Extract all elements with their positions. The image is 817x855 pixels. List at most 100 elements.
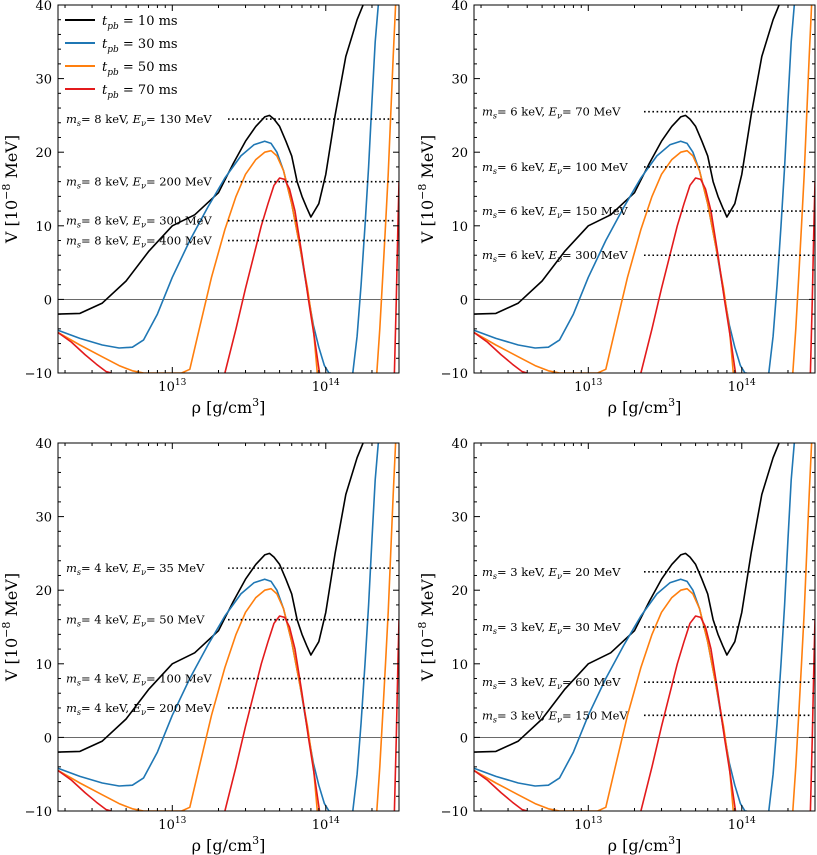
y-tick-label: 40	[35, 0, 52, 14]
series-line-t30	[474, 578, 747, 811]
series-line-t10	[58, 5, 364, 315]
series-line-t70b	[224, 177, 321, 373]
energy-annotation: ms= 4 keV, Eν= 200 MeV	[66, 701, 212, 717]
plot-frame	[473, 442, 816, 812]
y-tick-label: −10	[441, 805, 468, 820]
energy-annotation: ms= 6 keV, Eν= 150 MeV	[482, 204, 628, 220]
energy-annotation: ms= 6 keV, Eν= 70 MeV	[482, 105, 621, 121]
energy-annotation: ms= 6 keV, Eν= 300 MeV	[482, 248, 628, 264]
y-tick-label: 10	[35, 220, 52, 235]
energy-annotation: ms= 8 keV, Eν= 400 MeV	[66, 234, 212, 250]
y-tick-label: 20	[35, 146, 52, 161]
y-tick-label: 30	[451, 73, 468, 88]
series-line-t70	[474, 331, 528, 373]
series-line-t70c	[809, 619, 815, 811]
panel-ms-8: ms= 8 keV, Eν= 130 MeV ms= 8 keV, Eν= 200…	[0, 0, 400, 417]
y-tick-label: −10	[25, 805, 52, 820]
series-line-t70	[58, 331, 112, 373]
series-line-t50	[58, 149, 319, 373]
y-axis-title: V [10−8 MeV]	[416, 135, 437, 244]
legend-label-t50: tpb = 50 ms	[102, 60, 178, 78]
x-axis-title: ρ [g/cm3]	[608, 396, 682, 417]
series-line-t30b	[768, 5, 796, 373]
legend-label-t70: tpb = 70 ms	[102, 83, 178, 101]
plot-area	[474, 443, 815, 811]
x-tick-label: 1014	[312, 816, 340, 833]
y-tick-label: 30	[35, 511, 52, 526]
energy-annotation: ms= 8 keV, Eν= 200 MeV	[66, 175, 212, 191]
energy-annotation: ms= 3 keV, Eν= 150 MeV	[482, 708, 628, 724]
plot-frame	[57, 4, 400, 374]
series-line-t70c	[393, 181, 399, 373]
energy-annotation: ms= 4 keV, Eν= 50 MeV	[66, 613, 205, 629]
x-tick-label: 1013	[574, 378, 602, 395]
y-axis-title: V [10−8 MeV]	[0, 573, 21, 682]
y-tick-label: 0	[44, 731, 52, 746]
series-line-t10	[58, 443, 364, 753]
panel-ms-4: ms= 4 keV, Eν= 35 MeV ms= 4 keV, Eν= 50 M…	[0, 437, 400, 855]
legend: tpb = 10 ms tpb = 30 ms tpb = 50 ms tpb = 7…	[65, 14, 178, 101]
y-tick-label: 40	[35, 437, 52, 452]
series-line-t70b	[640, 177, 737, 373]
x-tick-label: 1013	[158, 378, 186, 395]
series-line-t50b	[792, 443, 813, 811]
energy-annotation: ms= 8 keV, Eν= 130 MeV	[66, 112, 212, 128]
energy-annotation: ms= 4 keV, Eν= 35 MeV	[66, 561, 205, 577]
series-line-t70c	[809, 181, 815, 373]
y-tick-label: 40	[451, 0, 468, 14]
series-line-t10	[474, 443, 780, 753]
y-tick-label: 20	[451, 584, 468, 599]
energy-annotation: ms= 3 keV, Eν= 30 MeV	[482, 620, 621, 636]
series-line-t50	[58, 587, 319, 811]
legend-label-t30: tpb = 30 ms	[102, 37, 178, 55]
y-axis-title: V [10−8 MeV]	[0, 135, 21, 244]
y-axis-title: V [10−8 MeV]	[416, 573, 437, 682]
energy-annotation: ms= 8 keV, Eν= 300 MeV	[66, 214, 212, 230]
series-line-t70	[474, 769, 528, 811]
plot-area	[474, 5, 815, 373]
series-line-t50	[474, 587, 735, 811]
series-line-t50b	[376, 443, 397, 811]
x-axis-title: ρ [g/cm3]	[192, 834, 266, 855]
legend-label-t10: tpb = 10 ms	[102, 14, 178, 32]
y-tick-label: 0	[44, 293, 52, 308]
x-tick-label: 1013	[158, 816, 186, 833]
x-tick-label: 1014	[728, 816, 756, 833]
series-line-t30b	[768, 443, 796, 811]
y-tick-label: 20	[35, 584, 52, 599]
series-line-t50b	[792, 5, 813, 373]
energy-annotation: ms= 3 keV, Eν= 20 MeV	[482, 565, 621, 581]
plot-area	[58, 443, 399, 811]
series-line-t70c	[393, 619, 399, 811]
x-axis-title: ρ [g/cm3]	[192, 396, 266, 417]
series-line-t50b	[376, 5, 397, 373]
series-line-t50	[474, 149, 735, 373]
series-line-t30b	[352, 5, 380, 373]
y-tick-label: 0	[460, 731, 468, 746]
series-line-t70b	[640, 615, 737, 811]
series-line-t70b	[224, 615, 321, 811]
y-tick-label: −10	[441, 367, 468, 382]
x-axis-title: ρ [g/cm3]	[608, 834, 682, 855]
y-tick-label: 30	[451, 511, 468, 526]
y-tick-label: 0	[460, 293, 468, 308]
energy-annotation: ms= 6 keV, Eν= 100 MeV	[482, 160, 628, 176]
y-tick-label: 40	[451, 437, 468, 452]
y-tick-label: 20	[451, 146, 468, 161]
panel-ms-6: ms= 6 keV, Eν= 70 MeV ms= 6 keV, Eν= 100 …	[416, 0, 816, 417]
energy-annotation: ms= 3 keV, Eν= 60 MeV	[482, 675, 621, 691]
x-tick-label: 1014	[312, 378, 340, 395]
series-line-t30b	[352, 443, 380, 811]
y-tick-label: 30	[35, 73, 52, 88]
energy-annotation: ms= 4 keV, Eν= 100 MeV	[66, 672, 212, 688]
x-tick-label: 1013	[574, 816, 602, 833]
series-line-t10	[474, 5, 780, 315]
y-tick-label: 10	[35, 658, 52, 673]
plot-area	[58, 5, 399, 373]
y-tick-label: 10	[451, 220, 468, 235]
plot-frame	[57, 442, 400, 812]
y-tick-label: −10	[25, 367, 52, 382]
y-tick-label: 10	[451, 658, 468, 673]
panel-ms-3: ms= 3 keV, Eν= 20 MeV ms= 3 keV, Eν= 30 M…	[416, 437, 816, 855]
